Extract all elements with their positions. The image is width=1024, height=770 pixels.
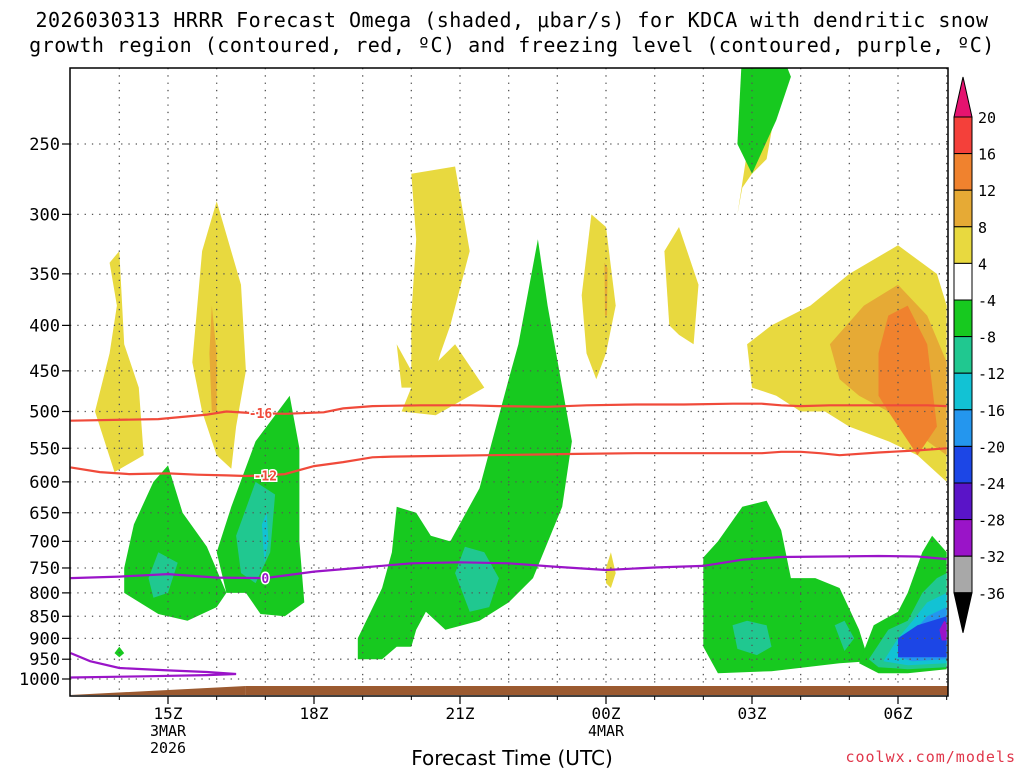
y-tick-label-650: 650 <box>29 504 60 524</box>
omega-area-13 <box>581 214 616 380</box>
colorbar-label-5: -4 <box>978 292 996 310</box>
colorbar-label-8: -16 <box>978 402 1005 420</box>
colorbar-label-3: 8 <box>978 219 987 237</box>
chart-title-line2: growth region (contoured, red, ºC) and f… <box>29 33 995 57</box>
colorbar-label-7: -12 <box>978 365 1005 383</box>
x-axis-title: Forecast Time (UTC) <box>411 746 613 770</box>
omega-area-2 <box>209 305 217 412</box>
colorbar-top-arrow <box>953 76 973 118</box>
colorbar-label-12: -32 <box>978 548 1005 566</box>
omega-area-14 <box>604 262 608 316</box>
contour-label-dgz-upper: -16 <box>249 407 273 422</box>
y-tick-label-900: 900 <box>29 629 60 649</box>
y-tick-label-800: 800 <box>29 584 60 604</box>
omega-area-0 <box>95 251 144 473</box>
x-tick-label-15Z: 15Z <box>154 704 183 723</box>
y-tick-label-350: 350 <box>29 265 60 285</box>
omega-area-9 <box>396 166 470 388</box>
omega-area-30 <box>939 620 947 641</box>
y-tick-label-850: 850 <box>29 607 60 627</box>
x-tick-label-00Z: 00Z <box>592 704 621 723</box>
chart-title-line1: 2026030313 HRRR Forecast Omega (shaded, … <box>35 8 989 32</box>
colorbar-bin-1 <box>953 116 973 155</box>
ground-wedge <box>70 686 246 695</box>
y-axis: 2503003504004505005506006507007508008509… <box>19 135 70 690</box>
y-tick-label-1000: 1000 <box>19 670 60 690</box>
contour-label-dgz-lower: -12 <box>254 469 277 484</box>
colorbar-label-0: 20 <box>978 109 996 127</box>
x-tick-year-15Z: 2026 <box>150 739 186 757</box>
contour-freezing-level <box>70 554 947 580</box>
colorbar-label-1: 16 <box>978 146 996 164</box>
omega-area-21 <box>878 305 937 456</box>
omega-area-11 <box>357 239 572 660</box>
contour-dgz-upper <box>70 402 947 422</box>
colorbar-label-10: -24 <box>978 475 1005 493</box>
y-tick-label-550: 550 <box>29 439 60 459</box>
y-tick-label-250: 250 <box>29 135 60 155</box>
colorbar: 20 16 12 8 4 -4 -8 -12 -16 -20 -24 -28 -32 -36 <box>953 76 1005 633</box>
ground-layer <box>70 686 948 695</box>
x-tick-label-03Z: 03Z <box>738 704 767 723</box>
contour-dgz-lower <box>70 447 947 478</box>
y-tick-label-500: 500 <box>29 403 60 423</box>
x-tick-label-18Z: 18Z <box>300 704 329 723</box>
colorbar-bin-11 <box>953 482 973 521</box>
colorbar-bottom-arrow <box>953 592 973 633</box>
omega-area-3 <box>124 465 227 621</box>
contour-freezing-surface <box>70 652 237 679</box>
omega-area-16 <box>664 227 699 345</box>
omega-area-24 <box>834 620 855 651</box>
colorbar-bin-12 <box>953 519 973 557</box>
omega-area-1 <box>192 201 246 469</box>
y-tick-label-450: 450 <box>29 362 60 382</box>
credit-text: coolwx.com/models <box>845 748 1016 766</box>
colorbar-bin-6 <box>953 299 973 338</box>
y-tick-label-400: 400 <box>29 316 60 336</box>
colorbar-bin-5 <box>953 262 973 301</box>
omega-shading <box>95 68 947 674</box>
y-tick-label-700: 700 <box>29 532 60 552</box>
x-tick-label-06Z: 06Z <box>884 704 913 723</box>
colorbar-label-13: -36 <box>978 585 1005 603</box>
omega-area-29 <box>898 616 947 658</box>
omega-area-8 <box>261 512 269 563</box>
omega-area-10 <box>401 344 485 416</box>
x-tick-label-21Z: 21Z <box>446 704 475 723</box>
colorbar-label-6: -8 <box>978 329 996 347</box>
colorbar-bin-3 <box>953 189 973 228</box>
colorbar-label-2: 12 <box>978 182 996 200</box>
colorbar-bin-8 <box>953 372 973 411</box>
colorbar-label-4: 4 <box>978 255 987 273</box>
y-tick-label-750: 750 <box>29 559 60 579</box>
colorbar-bin-9 <box>953 409 973 447</box>
y-tick-label-600: 600 <box>29 473 60 493</box>
grid <box>70 68 948 696</box>
colorbar-bin-4 <box>953 226 973 264</box>
y-tick-label-300: 300 <box>29 205 60 225</box>
x-tick-date-15Z: 3MAR <box>150 722 187 740</box>
contour-lines: -16 -12 0 <box>70 402 947 679</box>
colorbar-bin-13 <box>953 555 973 594</box>
ground-band <box>245 686 948 695</box>
x-tick-date-00Z: 4MAR <box>588 722 625 740</box>
contour-label-freezing-level: 0 <box>261 572 269 587</box>
colorbar-bin-2 <box>953 153 973 191</box>
omega-area-18 <box>737 68 791 174</box>
colorbar-label-11: -28 <box>978 512 1005 530</box>
colorbar-bin-7 <box>953 336 973 374</box>
colorbar-label-9: -20 <box>978 438 1005 456</box>
y-tick-label-950: 950 <box>29 650 60 670</box>
colorbar-bin-10 <box>953 445 973 484</box>
